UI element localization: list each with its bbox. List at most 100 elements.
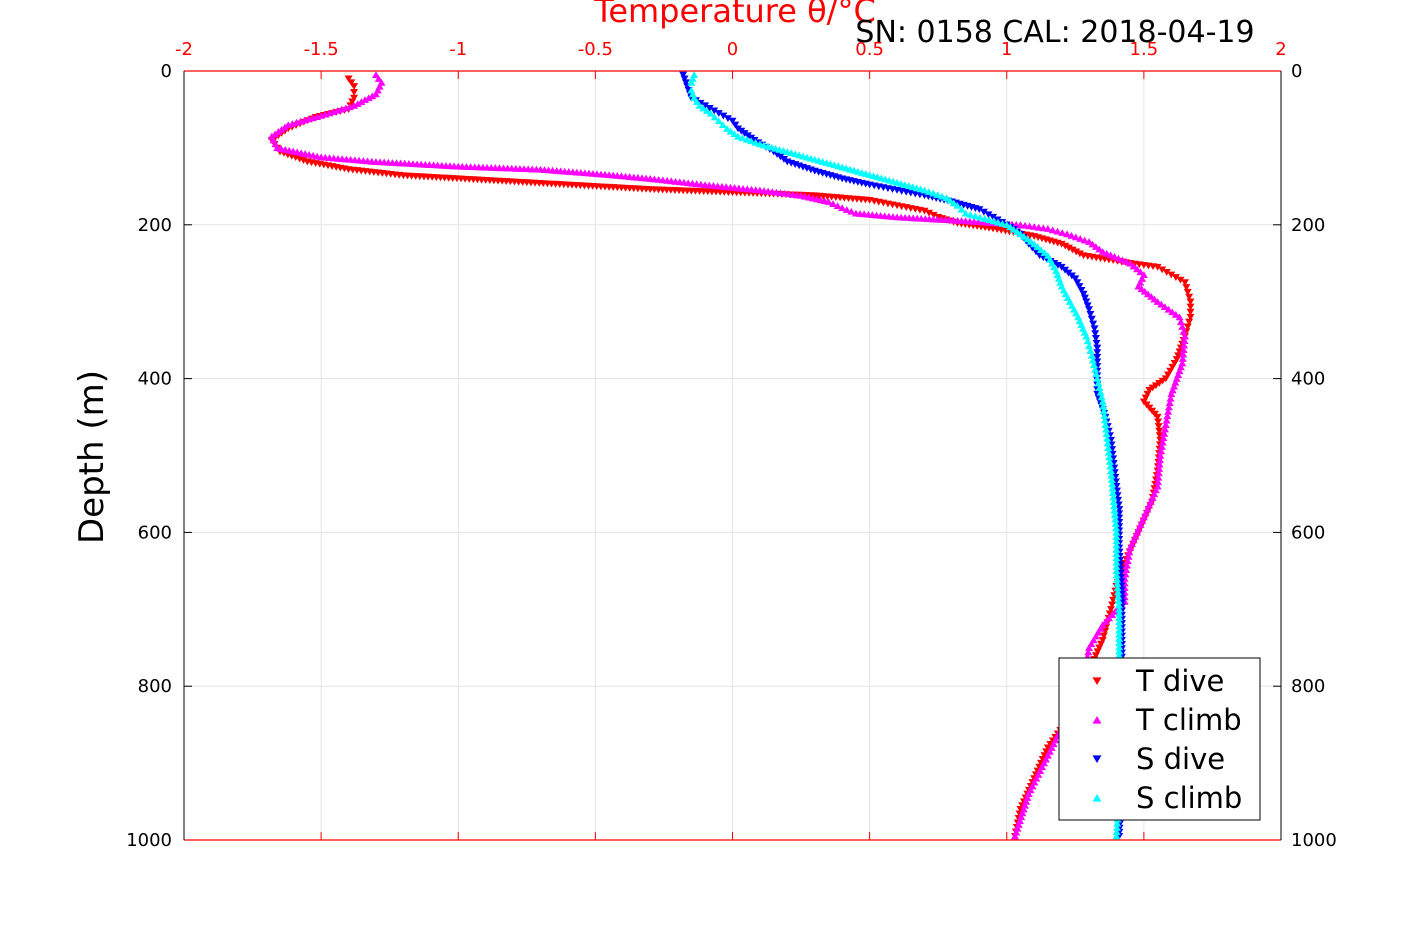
data-point	[1109, 498, 1118, 505]
data-point	[1160, 303, 1169, 311]
data-point	[1073, 279, 1082, 287]
data-point	[1104, 444, 1113, 452]
data-point	[1114, 597, 1123, 604]
data-point	[1112, 541, 1121, 549]
data-point	[1115, 622, 1124, 630]
data-point	[942, 194, 951, 202]
data-point	[728, 117, 737, 125]
data-point	[350, 83, 359, 90]
data-point	[1115, 609, 1124, 617]
y-tick-label-right: 600	[1291, 522, 1325, 543]
data-point	[1110, 511, 1119, 519]
y-tick-label-left: 0	[161, 61, 172, 82]
data-point	[1112, 537, 1121, 545]
legend-entry-label: S climb	[1136, 781, 1242, 815]
data-point	[1154, 418, 1163, 426]
data-point	[1162, 416, 1171, 424]
data-point	[1129, 262, 1138, 270]
data-point	[1136, 268, 1145, 276]
data-point	[1015, 817, 1024, 824]
x-tick-label: 1.5	[1130, 39, 1159, 60]
data-point	[1170, 360, 1179, 367]
data-point	[1145, 386, 1154, 394]
y-tick-label-left: 600	[138, 522, 172, 543]
data-point	[1178, 355, 1187, 362]
data-point	[1082, 332, 1091, 340]
data-point	[738, 134, 747, 142]
data-point	[1115, 618, 1124, 626]
data-point	[925, 209, 934, 217]
data-point	[723, 115, 732, 123]
data-point	[1058, 229, 1067, 236]
data-point	[1114, 592, 1123, 600]
data-point	[1160, 429, 1169, 437]
data-point	[1175, 313, 1184, 321]
data-point	[1095, 644, 1104, 652]
data-point	[1098, 636, 1107, 644]
data-point	[998, 219, 1007, 227]
data-point	[350, 94, 359, 102]
data-point	[1183, 288, 1192, 296]
data-point	[920, 207, 929, 215]
data-point	[1155, 456, 1164, 464]
data-point	[733, 132, 742, 140]
data-point	[1165, 399, 1174, 406]
data-point	[1115, 614, 1124, 621]
data-point	[1053, 261, 1062, 269]
data-point	[1014, 821, 1023, 828]
data-point	[1083, 337, 1092, 345]
data-point	[1111, 515, 1120, 523]
data-point	[824, 198, 833, 205]
data-point	[1071, 275, 1080, 283]
data-point	[1079, 290, 1088, 298]
data-point	[993, 218, 1002, 226]
data-point	[1104, 448, 1113, 456]
data-point	[1157, 443, 1166, 450]
y-tick-label-right: 0	[1291, 61, 1302, 82]
data-point	[1099, 632, 1108, 640]
data-point	[1161, 421, 1170, 428]
data-point	[1164, 407, 1173, 415]
data-point	[1061, 242, 1070, 250]
x-tick-label: -2	[175, 39, 193, 60]
data-point	[719, 112, 728, 120]
data-point	[1095, 384, 1104, 392]
data-point	[747, 137, 756, 145]
data-point	[1012, 828, 1021, 836]
data-point	[1108, 601, 1117, 609]
data-point	[1013, 824, 1022, 832]
data-point	[1085, 644, 1094, 651]
data-point	[699, 104, 708, 112]
data-point	[1153, 478, 1162, 486]
data-point	[714, 117, 723, 125]
data-point	[1108, 611, 1117, 618]
data-point	[1091, 365, 1100, 373]
data-point	[731, 121, 740, 129]
data-point	[1176, 318, 1185, 326]
data-point	[1112, 571, 1121, 579]
data-point	[1123, 561, 1132, 569]
data-point	[1030, 240, 1039, 248]
data-point	[1089, 320, 1098, 328]
data-point	[1083, 302, 1092, 310]
data-point	[1064, 244, 1073, 252]
data-point	[1075, 250, 1084, 258]
data-point	[1093, 344, 1102, 352]
data-point	[1043, 225, 1052, 232]
data-point	[1106, 462, 1115, 470]
data-point	[706, 109, 715, 117]
data-point	[1115, 643, 1124, 651]
data-point	[1110, 502, 1119, 510]
data-point	[750, 137, 759, 144]
data-point	[1085, 342, 1094, 350]
data-point	[690, 94, 699, 102]
data-point	[1185, 318, 1194, 326]
data-point	[1107, 476, 1116, 483]
data-point	[1086, 347, 1095, 354]
data-point	[348, 98, 357, 106]
data-point	[1109, 493, 1118, 501]
data-point	[1102, 425, 1111, 433]
data-point	[1115, 605, 1124, 613]
data-point	[842, 206, 851, 213]
data-point	[1174, 352, 1183, 360]
